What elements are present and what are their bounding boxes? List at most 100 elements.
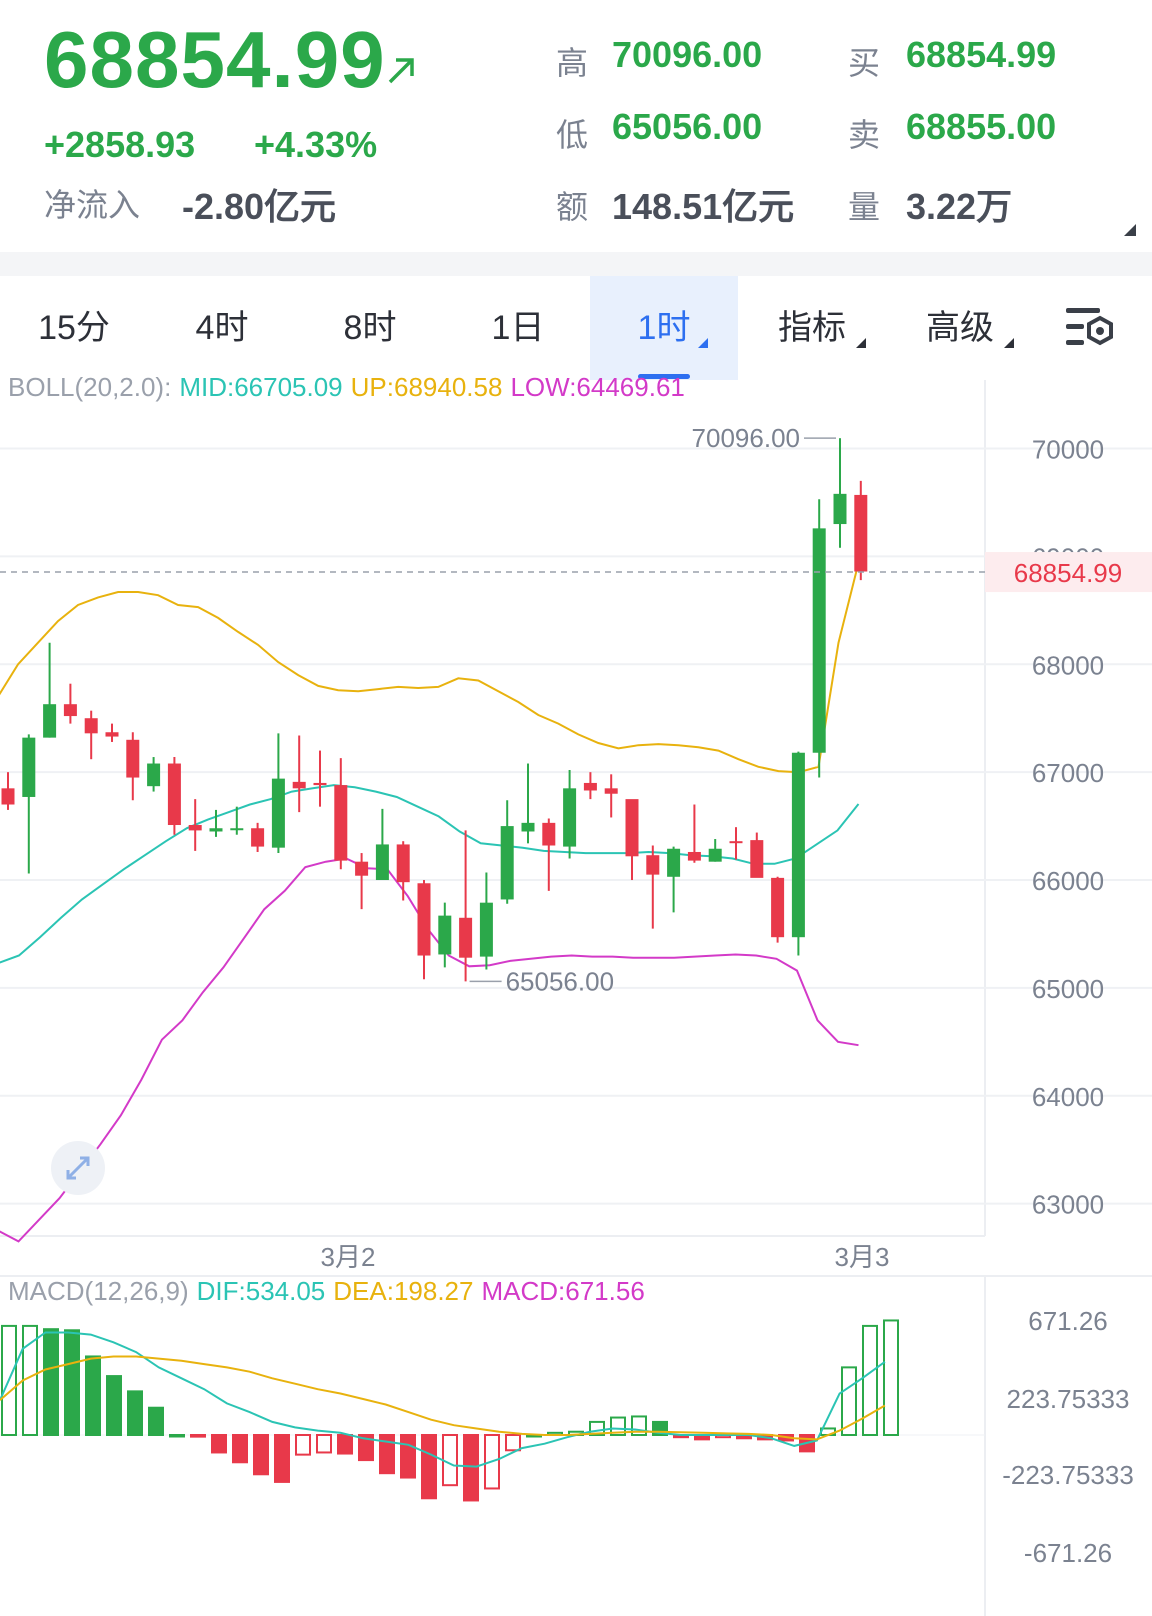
- candle-body: [791, 752, 805, 938]
- candle-body: [854, 494, 868, 572]
- candle-body: [687, 851, 701, 861]
- boll-low: LOW:64469.61: [510, 372, 685, 402]
- candle-body: [542, 822, 556, 846]
- candle-body: [625, 799, 639, 857]
- active-tab-underline: [638, 374, 690, 379]
- ask-value: 68855.00: [906, 106, 1057, 147]
- macd-legend: MACD(12,26,9) DIF:534.05 DEA:198.27 MACD:67…: [8, 1276, 653, 1307]
- macd-dea: DEA:198.27: [333, 1276, 474, 1306]
- time-label: 3月2: [321, 1242, 376, 1272]
- candle-body: [667, 848, 681, 877]
- tab-label: 4时: [195, 309, 249, 347]
- price-tick-label: 64000: [1032, 1082, 1104, 1112]
- macd-tick-label: 223.75333: [1007, 1384, 1130, 1414]
- tab-1h[interactable]: 1时: [590, 276, 738, 380]
- tab-label: 1时: [637, 309, 691, 347]
- candle-body: [188, 825, 202, 831]
- boll-up: UP:68940.58: [350, 372, 503, 402]
- time-axis-band: [0, 1236, 1152, 1276]
- tab-label: 8时: [343, 309, 397, 347]
- price-tick-label: 70000: [1032, 435, 1104, 465]
- tab-indicators[interactable]: 指标: [738, 276, 886, 380]
- candle-body: [563, 788, 577, 847]
- boll-legend: BOLL(20,2.0): MID:66705.09 UP:68940.58 LOW:…: [8, 372, 693, 403]
- tab-4h[interactable]: 4时: [148, 276, 296, 380]
- price-tick-label: 67000: [1032, 758, 1104, 788]
- candle-body: [292, 781, 306, 789]
- boll-mid: MID:66705.09: [179, 372, 343, 402]
- candle-body: [251, 828, 265, 847]
- candle-body: [812, 528, 826, 753]
- macd-histogram-bar: [274, 1434, 290, 1483]
- tab-15min[interactable]: 15分: [0, 276, 148, 380]
- macd-dif-line: [0, 1331, 886, 1468]
- tab-advanced[interactable]: 高级: [886, 276, 1034, 380]
- quote-header: 68854.99 +2858.93 +4.33% 净流入 -2.80亿元 高 7…: [0, 0, 1152, 250]
- macd-histogram-bar: [862, 1324, 878, 1437]
- macd-value: MACD:671.56: [481, 1276, 645, 1306]
- candle-body: [396, 844, 410, 883]
- macd-tick-label: -671.26: [1024, 1538, 1112, 1568]
- candle-body: [43, 704, 57, 738]
- candle-body: [521, 822, 535, 832]
- caret-icon: [698, 338, 708, 348]
- kline-chart-area[interactable]: BOLL(20,2.0): MID:66705.09 UP:68940.58 LOW:…: [0, 372, 1152, 1616]
- tab-label: 指标: [778, 309, 846, 347]
- macd-tick-label: -223.75333: [1002, 1460, 1134, 1490]
- candle-body: [459, 917, 473, 958]
- current-price-tag: [985, 552, 1152, 593]
- fullscreen-icon[interactable]: [50, 1140, 106, 1196]
- tab-8h[interactable]: 8时: [296, 276, 444, 380]
- macd-histogram-bar: [211, 1434, 227, 1454]
- macd-histogram-bar: [232, 1434, 248, 1464]
- net-inflow-label: 净流入: [44, 187, 141, 223]
- net-inflow-value: -2.80亿元: [182, 186, 337, 227]
- candle-body: [438, 915, 452, 955]
- candle-body: [126, 739, 140, 778]
- macd-histogram-bar: [337, 1434, 353, 1455]
- volume-label: 量: [848, 189, 881, 225]
- tab-label: 1日: [491, 309, 545, 347]
- candle-body: [583, 782, 597, 791]
- candle-body: [833, 493, 847, 525]
- high-label: 高: [556, 45, 589, 81]
- macd-histogram-bar: [610, 1416, 626, 1436]
- macd-histogram-bar: [64, 1329, 80, 1436]
- macd-histogram-bar: [295, 1434, 311, 1456]
- low-label: 低: [556, 117, 589, 153]
- candle-body: [708, 848, 722, 862]
- candle-body: [750, 840, 764, 878]
- expand-corner-icon[interactable]: [1124, 224, 1136, 236]
- chart-canvas: 7000069000680006700066000650006400063000…: [0, 380, 1152, 1616]
- macd-histogram-bar: [190, 1434, 206, 1438]
- low-value: 65056.00: [612, 106, 763, 147]
- caret-icon: [1004, 338, 1014, 348]
- candle-body: [500, 826, 514, 900]
- macd-histogram-bar: [379, 1434, 395, 1475]
- price-tick-label: 63000: [1032, 1190, 1104, 1220]
- macd-histogram-bar: [421, 1434, 437, 1500]
- up-arrow-icon: [388, 58, 414, 84]
- macd-histogram-bar: [169, 1434, 185, 1438]
- candle-body: [271, 778, 285, 848]
- macd-histogram-bar: [316, 1434, 332, 1454]
- candle-body: [84, 718, 98, 734]
- bid-value: 68854.99: [906, 34, 1057, 75]
- price-change-percent: +4.33%: [254, 124, 378, 165]
- macd-histogram-bar: [106, 1375, 122, 1436]
- tab-label: 高级: [926, 309, 994, 347]
- macd-histogram-bar: [883, 1319, 899, 1436]
- macd-histogram-bar: [148, 1406, 164, 1437]
- caret-icon: [856, 338, 866, 348]
- tab-1d[interactable]: 1日: [444, 276, 592, 380]
- candle-body: [646, 855, 660, 875]
- high-marker-label: 70096.00: [692, 423, 800, 453]
- macd-histogram-bar: [253, 1434, 269, 1476]
- candle-body: [417, 883, 431, 956]
- chart-settings-icon[interactable]: [1064, 304, 1116, 352]
- candle-body: [63, 704, 77, 717]
- macd-histogram-bar: [85, 1355, 101, 1436]
- macd-dea-line: [0, 1355, 886, 1441]
- candle-body: [771, 877, 785, 938]
- candle-body: [604, 788, 618, 794]
